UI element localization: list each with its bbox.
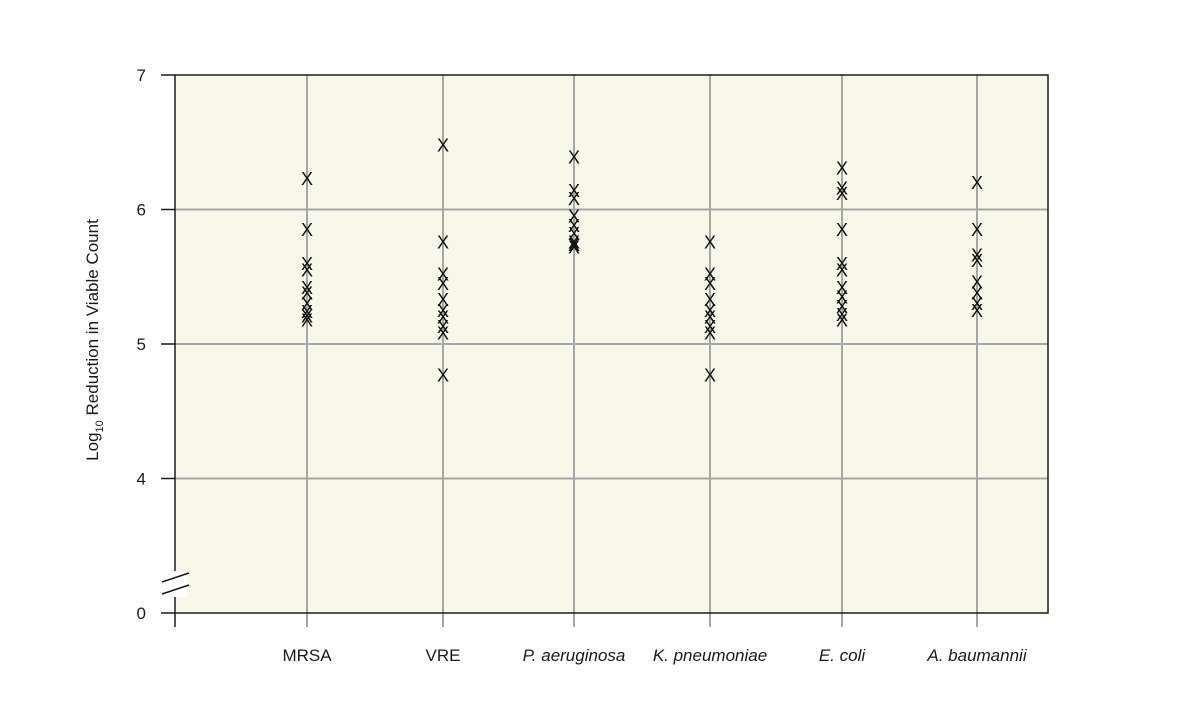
- data-point-marker: X: [704, 317, 716, 337]
- data-point-marker: X: [971, 301, 983, 321]
- data-point-marker: X: [704, 274, 716, 294]
- x-category-labels: MRSA VRE P. aeruginosa K. pneumoniae E. coli…: [282, 646, 1027, 665]
- data-point-marker: X: [836, 254, 848, 274]
- data-point-marker: X: [437, 232, 449, 252]
- data-point-marker: X: [836, 184, 848, 204]
- axis-break-mark: [161, 572, 190, 583]
- data-point-marker: X: [836, 158, 848, 178]
- y-tick-label: 0: [137, 604, 146, 623]
- data-point-marker: X: [301, 261, 313, 281]
- data-point-marker: X: [301, 302, 313, 322]
- data-point-marker: X: [568, 224, 580, 244]
- data-point-marker: X: [704, 265, 716, 285]
- data-point-marker: X: [568, 235, 580, 255]
- data-point-marker: X: [301, 310, 313, 330]
- data-point-marker: X: [971, 220, 983, 240]
- data-point-marker: X: [704, 232, 716, 252]
- data-point-marker: X: [437, 135, 449, 155]
- x-category-label: K. pneumoniae: [653, 646, 767, 665]
- x-category-label: A. baumannii: [926, 646, 1027, 665]
- grid-lines: [175, 75, 1048, 627]
- data-point-marker: X: [836, 220, 848, 240]
- data-point-marker: X: [704, 308, 716, 328]
- y-axis-label-suffix: Reduction in Viable Count: [83, 219, 102, 420]
- axis-break-mark: [161, 584, 190, 595]
- data-point-marker: X: [437, 317, 449, 337]
- y-tick-label: 5: [137, 335, 146, 354]
- data-point-marker: X: [704, 290, 716, 310]
- y-axis-label-subscript: 10: [94, 420, 106, 432]
- data-point-marker: X: [836, 287, 848, 307]
- data-point-marker: X: [568, 238, 580, 258]
- y-tick-labels: 0 4 5 6 7: [137, 66, 146, 623]
- y-axis-label-prefix: Log: [83, 432, 102, 460]
- data-point-marker: X: [437, 365, 449, 385]
- data-point-marker: X: [971, 173, 983, 193]
- y-tick-label: 4: [137, 470, 146, 489]
- data-point-marker: X: [836, 278, 848, 298]
- data-point-marker: X: [568, 181, 580, 201]
- data-point-marker: X: [437, 290, 449, 310]
- data-point-marker: X: [568, 148, 580, 168]
- data-point-marker: X: [437, 265, 449, 285]
- axes: [157, 74, 1049, 627]
- data-point-marker: X: [568, 216, 580, 236]
- data-point-marker: X: [437, 274, 449, 294]
- data-point-marker: X: [836, 261, 848, 281]
- data-point-marker: X: [301, 294, 313, 314]
- data-point-marker: X: [301, 254, 313, 274]
- data-point-marker: X: [836, 178, 848, 198]
- data-point-marker: X: [836, 297, 848, 317]
- data-point-marker: X: [568, 207, 580, 227]
- x-category-label: VRE: [426, 646, 461, 665]
- data-point-marker: X: [971, 283, 983, 303]
- y-tick-label: 7: [137, 66, 146, 85]
- y-axis-label: Log10 Reduction in Viable Count: [83, 219, 106, 461]
- data-point-marker: X: [704, 324, 716, 344]
- data-point-marker: X: [836, 310, 848, 330]
- x-category-label: P. aeruginosa: [523, 646, 626, 665]
- data-point-marker: X: [437, 324, 449, 344]
- data-point-marker: X: [301, 283, 313, 303]
- data-point-marker: X: [568, 232, 580, 252]
- data-point-marker: X: [704, 301, 716, 321]
- data-point-marker: X: [437, 301, 449, 321]
- data-point-marker: X: [836, 305, 848, 325]
- y-tick-label: 6: [137, 201, 146, 220]
- data-point-marker: X: [704, 365, 716, 385]
- data-point-marker: X: [971, 294, 983, 314]
- data-point-marker: X: [301, 278, 313, 298]
- data-point-marker: X: [437, 308, 449, 328]
- x-category-label: E. coli: [819, 646, 867, 665]
- x-category-label: MRSA: [282, 646, 332, 665]
- data-point-marker: X: [301, 169, 313, 189]
- data-point-marker: X: [971, 273, 983, 293]
- data-point-marker: X: [301, 220, 313, 240]
- data-point-marker: X: [971, 251, 983, 271]
- data-point-marker: X: [971, 246, 983, 266]
- data-point-marker: X: [568, 189, 580, 209]
- data-point-marker: X: [301, 306, 313, 326]
